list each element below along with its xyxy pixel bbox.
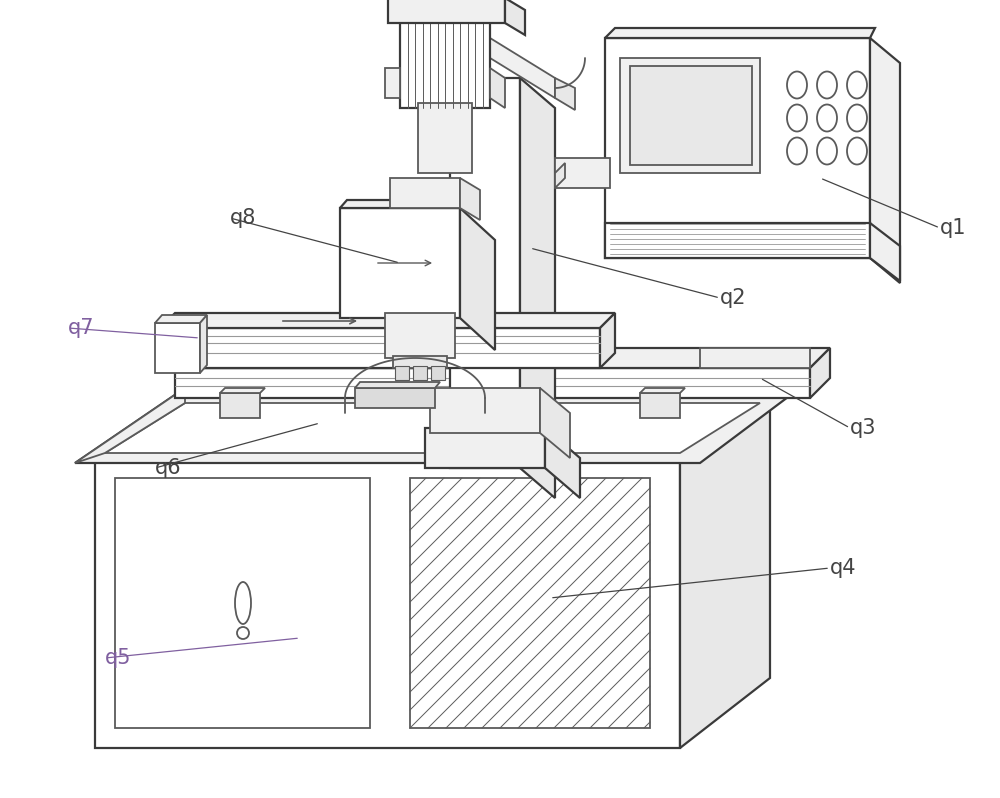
Polygon shape bbox=[520, 78, 555, 498]
Polygon shape bbox=[400, 18, 490, 108]
Polygon shape bbox=[340, 200, 467, 208]
Polygon shape bbox=[390, 178, 460, 208]
Polygon shape bbox=[605, 38, 870, 258]
Polygon shape bbox=[540, 388, 570, 458]
Ellipse shape bbox=[847, 105, 867, 132]
Polygon shape bbox=[418, 103, 472, 173]
Polygon shape bbox=[75, 388, 800, 463]
Ellipse shape bbox=[817, 72, 837, 98]
Polygon shape bbox=[490, 38, 555, 98]
Polygon shape bbox=[460, 178, 480, 220]
Polygon shape bbox=[175, 368, 810, 398]
Bar bbox=[395, 366, 409, 380]
Polygon shape bbox=[555, 78, 575, 110]
Text: q4: q4 bbox=[830, 558, 856, 578]
Polygon shape bbox=[600, 313, 615, 368]
Text: q2: q2 bbox=[720, 288, 746, 308]
Polygon shape bbox=[870, 223, 900, 281]
Polygon shape bbox=[680, 388, 770, 748]
Polygon shape bbox=[640, 393, 680, 418]
Polygon shape bbox=[810, 348, 830, 398]
Text: q5: q5 bbox=[105, 648, 132, 668]
Polygon shape bbox=[220, 388, 265, 393]
Text: q7: q7 bbox=[68, 318, 94, 338]
Ellipse shape bbox=[787, 105, 807, 132]
Polygon shape bbox=[160, 313, 615, 328]
Polygon shape bbox=[450, 78, 520, 468]
Polygon shape bbox=[388, 0, 505, 23]
Polygon shape bbox=[620, 58, 760, 173]
Polygon shape bbox=[640, 388, 685, 393]
Polygon shape bbox=[425, 428, 545, 468]
Polygon shape bbox=[115, 478, 370, 728]
Circle shape bbox=[237, 627, 249, 639]
Polygon shape bbox=[175, 348, 830, 368]
Ellipse shape bbox=[817, 137, 837, 164]
Polygon shape bbox=[490, 68, 505, 108]
Polygon shape bbox=[95, 458, 680, 748]
Ellipse shape bbox=[847, 72, 867, 98]
Polygon shape bbox=[220, 393, 260, 418]
Polygon shape bbox=[605, 223, 870, 258]
Polygon shape bbox=[605, 28, 875, 38]
Text: q1: q1 bbox=[940, 218, 966, 238]
Ellipse shape bbox=[847, 137, 867, 164]
Text: q3: q3 bbox=[850, 418, 876, 438]
Polygon shape bbox=[410, 478, 650, 728]
Text: q8: q8 bbox=[230, 208, 256, 228]
Polygon shape bbox=[160, 328, 600, 368]
Polygon shape bbox=[155, 323, 200, 373]
Polygon shape bbox=[460, 208, 495, 350]
Ellipse shape bbox=[235, 582, 251, 624]
Text: q6: q6 bbox=[155, 458, 182, 478]
Polygon shape bbox=[340, 208, 460, 318]
Polygon shape bbox=[505, 0, 525, 35]
Polygon shape bbox=[105, 403, 760, 453]
Polygon shape bbox=[430, 388, 540, 433]
Polygon shape bbox=[155, 315, 207, 323]
Polygon shape bbox=[555, 158, 610, 188]
Polygon shape bbox=[393, 356, 447, 368]
Ellipse shape bbox=[787, 72, 807, 98]
Polygon shape bbox=[75, 388, 185, 463]
Polygon shape bbox=[630, 66, 752, 165]
Polygon shape bbox=[385, 313, 455, 358]
Bar bbox=[413, 366, 427, 380]
Polygon shape bbox=[355, 382, 440, 388]
Polygon shape bbox=[555, 163, 565, 188]
Polygon shape bbox=[545, 428, 580, 498]
Ellipse shape bbox=[817, 105, 837, 132]
Polygon shape bbox=[870, 38, 900, 283]
Polygon shape bbox=[200, 315, 207, 373]
Polygon shape bbox=[700, 348, 810, 368]
Ellipse shape bbox=[787, 137, 807, 164]
Polygon shape bbox=[355, 388, 435, 408]
Polygon shape bbox=[385, 68, 400, 98]
Bar bbox=[431, 366, 445, 380]
Polygon shape bbox=[95, 388, 770, 458]
